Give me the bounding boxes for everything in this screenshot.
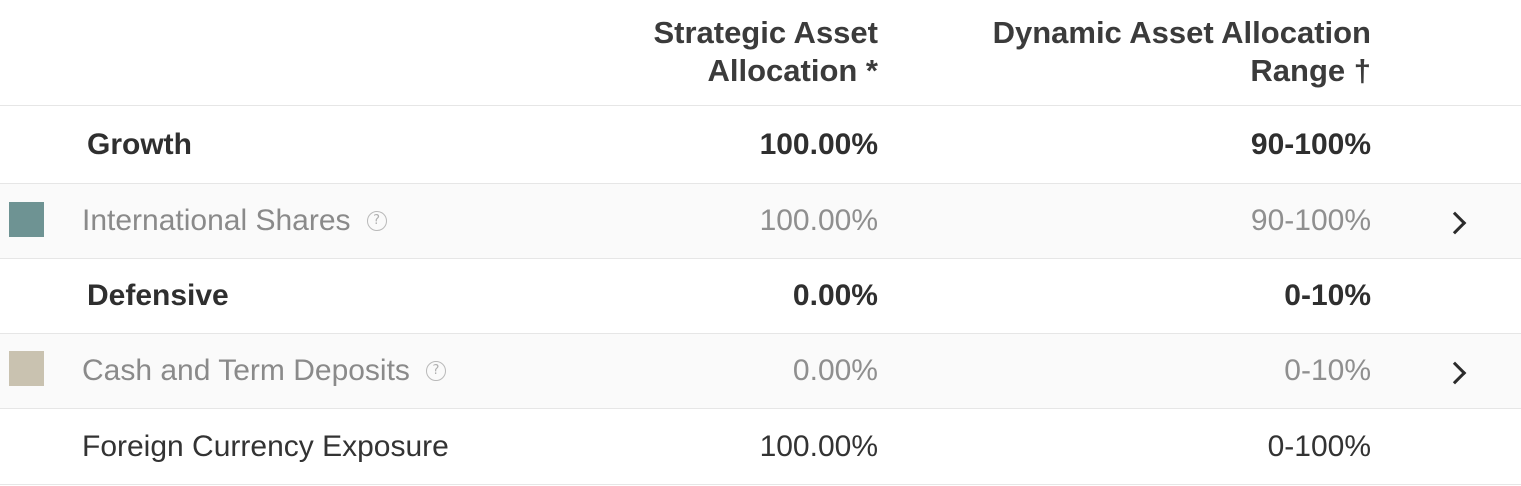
dynamic-range-value: 0-10% (1284, 279, 1371, 312)
international-shares-color-swatch (9, 202, 44, 237)
table-row-growth: Growth 100.00% 90-100% (0, 106, 1521, 184)
dynamic-range-value: 0-10% (1284, 354, 1371, 387)
question-icon[interactable]: ? (425, 361, 446, 381)
table-row-foreign-currency-exposure: Foreign Currency Exposure 100.00% 0-100% (0, 409, 1521, 485)
row-label: Growth (87, 127, 192, 161)
dynamic-range-value: 90-100% (1250, 127, 1371, 161)
strategic-value: 100.00% (759, 127, 878, 161)
row-label: Defensive (87, 279, 229, 312)
table-header: Strategic Asset Allocation * Dynamic Ass… (0, 0, 1521, 106)
question-icon[interactable]: ? (366, 211, 387, 231)
chevron-right-icon[interactable] (1443, 361, 1467, 385)
cash-and-term-deposits-color-swatch (9, 351, 44, 386)
table-row-cash-and-term-deposits[interactable]: Cash and Term Deposits ? 0.00% 0-10% (0, 334, 1521, 409)
strategic-value: 0.00% (792, 279, 878, 312)
row-label: International Shares ? (82, 184, 387, 258)
row-label: Foreign Currency Exposure (82, 429, 449, 463)
table-row-international-shares[interactable]: International Shares ? 100.00% 90-100% (0, 184, 1521, 259)
dynamic-asset-allocation-range-header: Dynamic Asset Allocation Range † (992, 15, 1371, 88)
dynamic-range-value: 90-100% (1250, 204, 1371, 237)
table-row-defensive: Defensive 0.00% 0-10% (0, 259, 1521, 334)
strategic-asset-allocation-header: Strategic Asset Allocation * (653, 15, 878, 88)
strategic-value: 100.00% (759, 429, 878, 463)
strategic-value: 0.00% (792, 354, 878, 387)
chevron-right-icon[interactable] (1443, 211, 1467, 235)
strategic-value: 100.00% (759, 204, 878, 237)
row-label: Cash and Term Deposits ? (82, 334, 446, 408)
dynamic-range-value: 0-100% (1267, 429, 1371, 463)
